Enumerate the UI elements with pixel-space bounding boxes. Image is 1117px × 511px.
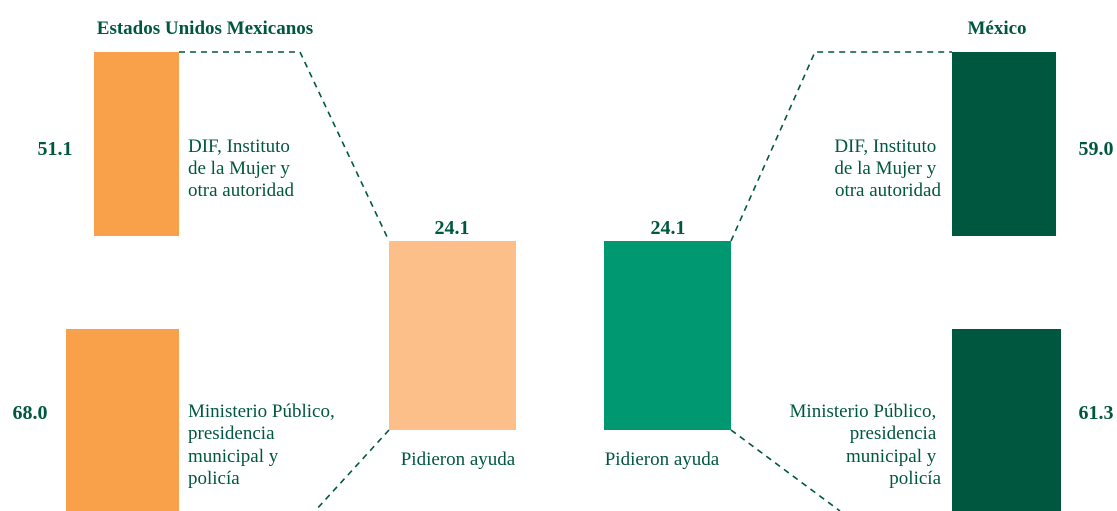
value: 51.1 bbox=[38, 138, 73, 160]
panel-title: Estados Unidos Mexicanos bbox=[97, 18, 313, 39]
value: 61.3 bbox=[1079, 402, 1114, 424]
label-line: policía bbox=[889, 468, 941, 489]
value: 68.0 bbox=[13, 402, 48, 424]
label-line: Ministerio Público, bbox=[790, 401, 937, 422]
label-line: otra autoridad bbox=[835, 180, 942, 201]
label-line: presidencia bbox=[850, 423, 937, 444]
connector bbox=[314, 429, 390, 511]
label-line: DIF, Instituto bbox=[188, 136, 290, 157]
bar bbox=[94, 52, 179, 236]
label-line: DIF, Instituto bbox=[834, 136, 936, 157]
label: Pidieron ayuda bbox=[401, 449, 516, 470]
label: DIF, Instituto de la Mujer y otra autori… bbox=[834, 136, 941, 201]
value: 24.1 bbox=[435, 217, 470, 239]
label-line: presidencia bbox=[188, 423, 275, 444]
connector bbox=[730, 429, 841, 511]
panel-title: México bbox=[967, 18, 1026, 39]
label-line: Ministerio Público, bbox=[188, 401, 335, 422]
bar bbox=[604, 241, 731, 430]
label-line: otra autoridad bbox=[188, 180, 295, 201]
value: 59.0 bbox=[1079, 138, 1114, 160]
label-line: de la Mujer y bbox=[834, 158, 936, 179]
label-line: municipal y bbox=[846, 446, 937, 467]
value: 24.1 bbox=[651, 217, 686, 239]
label: Pidieron ayuda bbox=[605, 449, 720, 470]
connector bbox=[179, 51, 390, 242]
bar bbox=[952, 52, 1056, 236]
bar bbox=[952, 329, 1061, 511]
label-line: de la Mujer y bbox=[188, 158, 290, 179]
label: Ministerio Público, presidencia municipa… bbox=[790, 401, 942, 489]
label-line: municipal y bbox=[188, 446, 279, 467]
connector bbox=[730, 51, 952, 242]
bar bbox=[389, 241, 516, 430]
label: DIF, Instituto de la Mujer y otra autori… bbox=[188, 136, 295, 201]
label-line: policía bbox=[188, 468, 240, 489]
bar bbox=[66, 329, 179, 511]
label: Ministerio Público, presidencia municipa… bbox=[188, 401, 339, 489]
